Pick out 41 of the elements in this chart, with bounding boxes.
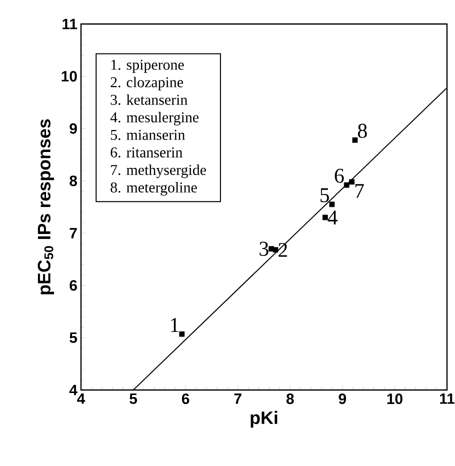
annotation: 3 — [260, 242, 268, 256]
annotation: 6. ritanserin — [110, 147, 182, 158]
x-tick-label: 10 — [387, 394, 402, 404]
annotation: 5. mianserin — [110, 130, 185, 140]
annotation: 8. metergoline — [110, 182, 197, 196]
annotation: 1 — [171, 318, 178, 332]
annotation: 7. methysergide — [111, 164, 206, 178]
y-tick-label: 10 — [62, 70, 77, 82]
y-tick-label: 8 — [70, 176, 78, 186]
point — [349, 179, 355, 185]
annotation: 5 — [320, 188, 329, 202]
x-tick-label: 8 — [286, 394, 294, 404]
annotation: 7 — [355, 184, 364, 198]
point — [352, 137, 358, 143]
point — [322, 214, 328, 220]
y-tick-label: 4 — [69, 384, 78, 396]
annotation: 1. spiperone — [111, 60, 184, 73]
annotation: 2. clozapine — [110, 76, 184, 90]
x-axis-title: pKi — [250, 410, 278, 428]
y-tick-label: 6 — [70, 280, 77, 291]
y-axis-title: pEC$_{50}$ IPs responses — [38, 119, 54, 294]
point — [179, 331, 185, 337]
y-tick-label: 7 — [70, 228, 77, 238]
x-tick-label: 4 — [77, 394, 86, 404]
y-tick-label: 5 — [70, 332, 78, 343]
y-tick-label: 11 — [62, 18, 78, 30]
annotation: 4 — [328, 210, 338, 224]
x-tick-label: 5 — [130, 394, 138, 404]
annotation: 8 — [358, 124, 367, 138]
x-tick-label: 6 — [182, 394, 190, 404]
x-tick-label: 11 — [440, 394, 454, 404]
point — [329, 202, 335, 208]
y-tick-label: 9 — [70, 123, 77, 134]
annotation: 4. mesulergine — [110, 112, 199, 126]
annotation: 2 — [278, 242, 288, 257]
point — [344, 182, 350, 188]
point — [268, 246, 274, 252]
x-tick-label: 9 — [338, 394, 346, 404]
annotation: 3. ketanserin — [110, 94, 188, 105]
annotation: 6 — [334, 168, 344, 183]
x-tick-label: 7 — [234, 394, 242, 404]
